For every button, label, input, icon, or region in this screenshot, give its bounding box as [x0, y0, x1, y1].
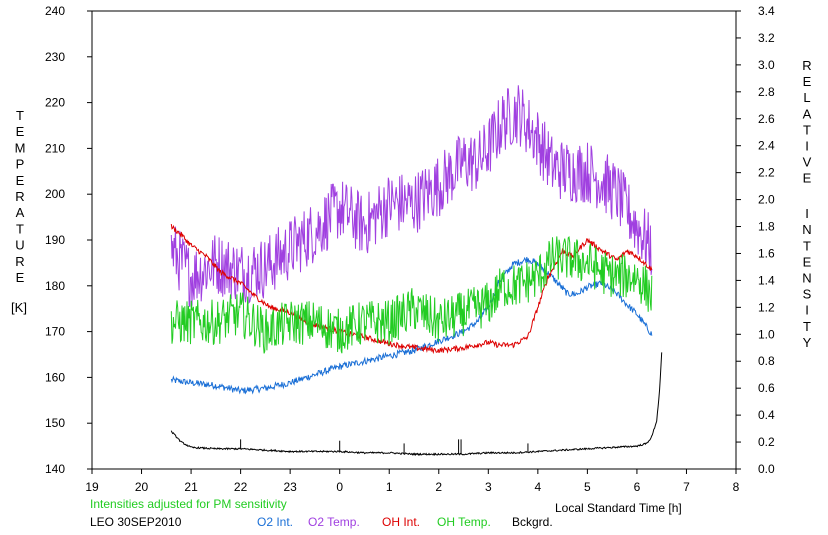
legend-entry: OH Int. [382, 515, 420, 529]
y-right-tick-label: 1.8 [758, 220, 775, 234]
x-tick-label: 20 [135, 480, 149, 494]
x-tick-label: 3 [485, 480, 492, 494]
x-tick-label: 5 [584, 480, 591, 494]
x-tick-label: 4 [535, 480, 542, 494]
y-left-label-letter: P [16, 157, 25, 172]
y-axis-left-unit: [K] [11, 300, 27, 315]
series-line-o2-temp [170, 85, 653, 308]
x-tick-label: 1 [386, 480, 393, 494]
y-left-tick-label: 240 [45, 4, 65, 18]
y-left-tick-label: 210 [45, 141, 65, 155]
y-right-label-letter: E [803, 171, 812, 186]
y-axis-left-ticks: 140 150 160 170 180 190 200 210 220 230 240 [45, 4, 92, 476]
y-left-label-letter: U [15, 238, 24, 253]
y-right-label-letter: E [803, 254, 812, 269]
x-tick-label: 21 [184, 480, 198, 494]
y-right-tick-label: 0.2 [758, 435, 775, 449]
y-right-tick-label: 3.2 [758, 31, 775, 45]
y-right-label-letter: T [803, 238, 811, 253]
x-tick-label: 0 [336, 480, 343, 494]
y-right-label-letter: V [803, 155, 812, 170]
series-line-oh-temp [170, 236, 653, 354]
chart-note: Intensities adjusted for PM sensitivity [90, 497, 287, 511]
y-right-label-letter: R [802, 58, 811, 73]
y-right-label-letter: T [803, 319, 811, 334]
y-right-label-letter: I [805, 303, 809, 318]
y-left-tick-label: 150 [45, 416, 65, 430]
x-tick-label: 8 [733, 480, 740, 494]
station-date: LEO 30SEP2010 [90, 515, 182, 529]
y-left-tick-label: 200 [45, 187, 65, 201]
series-line-bckgrd [170, 352, 663, 456]
y-right-tick-label: 0.8 [758, 354, 775, 368]
y-left-tick-label: 140 [45, 462, 65, 476]
y-right-tick-label: 0.0 [758, 462, 775, 476]
y-right-tick-label: 1.6 [758, 246, 775, 260]
y-right-label-letter: L [803, 90, 810, 105]
y-left-label-letter: T [16, 108, 24, 123]
x-tick-label: 6 [634, 480, 641, 494]
series-line-oh-int [170, 224, 653, 355]
legend-entry: O2 Temp. [308, 515, 360, 529]
x-tick-label: 2 [435, 480, 442, 494]
series-layer [170, 85, 663, 456]
y-right-label-letter: I [805, 206, 809, 221]
y-left-label-letter: R [15, 254, 24, 269]
y-left-label-letter: A [16, 205, 25, 220]
y-right-tick-label: 0.6 [758, 381, 775, 395]
y-right-label-letter: N [802, 222, 811, 237]
y-right-label-letter: A [803, 106, 812, 121]
y-right-label-letter: N [802, 271, 811, 286]
y-right-tick-label: 0.4 [758, 408, 775, 422]
y-left-label-letter: T [16, 221, 24, 236]
chart-axes [91, 10, 737, 470]
y-right-label-letter: S [803, 287, 812, 302]
x-axis-ticks: 19 20 21 22 23 0 1 2 3 4 5 6 7 8 [85, 469, 740, 494]
y-right-tick-label: 1.4 [758, 273, 775, 287]
x-tick-label: 23 [283, 480, 297, 494]
y-left-tick-label: 180 [45, 279, 65, 293]
legend-entry: OH Temp. [437, 515, 491, 529]
y-right-label-letter: Y [803, 335, 812, 350]
plot-frame [91, 10, 737, 470]
y-axis-right-ticks: 0.0 0.2 0.4 0.6 0.8 1.0 1.2 1.4 1.6 1.8 2.0 2.2 2.4 2… [736, 4, 775, 476]
y-left-label-letter: M [15, 140, 26, 155]
y-right-tick-label: 2.0 [758, 193, 775, 207]
y-right-label-letter: I [805, 139, 809, 154]
y-right-tick-label: 2.6 [758, 112, 775, 126]
y-left-label-letter: E [16, 173, 25, 188]
y-left-label-letter: R [15, 189, 24, 204]
y-left-tick-label: 190 [45, 233, 65, 247]
y-right-tick-label: 1.2 [758, 300, 775, 314]
y-right-label-letter: T [803, 122, 811, 137]
y-left-tick-label: 160 [45, 370, 65, 384]
x-tick-label: 7 [683, 480, 690, 494]
y-right-label-letter: E [803, 74, 812, 89]
y-left-label-letter: E [16, 270, 25, 285]
y-right-tick-label: 3.0 [758, 58, 775, 72]
legend: O2 Int. O2 Temp. OH Int. OH Temp. Bckgrd. [257, 515, 553, 529]
y-left-tick-label: 230 [45, 50, 65, 64]
x-tick-label: 19 [85, 480, 99, 494]
series-line-o2-int [170, 256, 653, 395]
y-right-tick-label: 2.8 [758, 85, 775, 99]
legend-entry: O2 Int. [257, 515, 293, 529]
y-right-tick-label: 3.4 [758, 4, 775, 18]
y-right-tick-label: 2.2 [758, 166, 775, 180]
x-tick-label: 22 [234, 480, 248, 494]
y-right-tick-label: 1.0 [758, 327, 775, 341]
legend-entry: Bckgrd. [512, 515, 553, 529]
y-left-tick-label: 220 [45, 96, 65, 110]
x-axis-label: Local Standard Time [h] [555, 501, 682, 515]
y-left-label-letter: E [16, 124, 25, 139]
y-right-tick-label: 2.4 [758, 139, 775, 153]
y-left-tick-label: 170 [45, 325, 65, 339]
